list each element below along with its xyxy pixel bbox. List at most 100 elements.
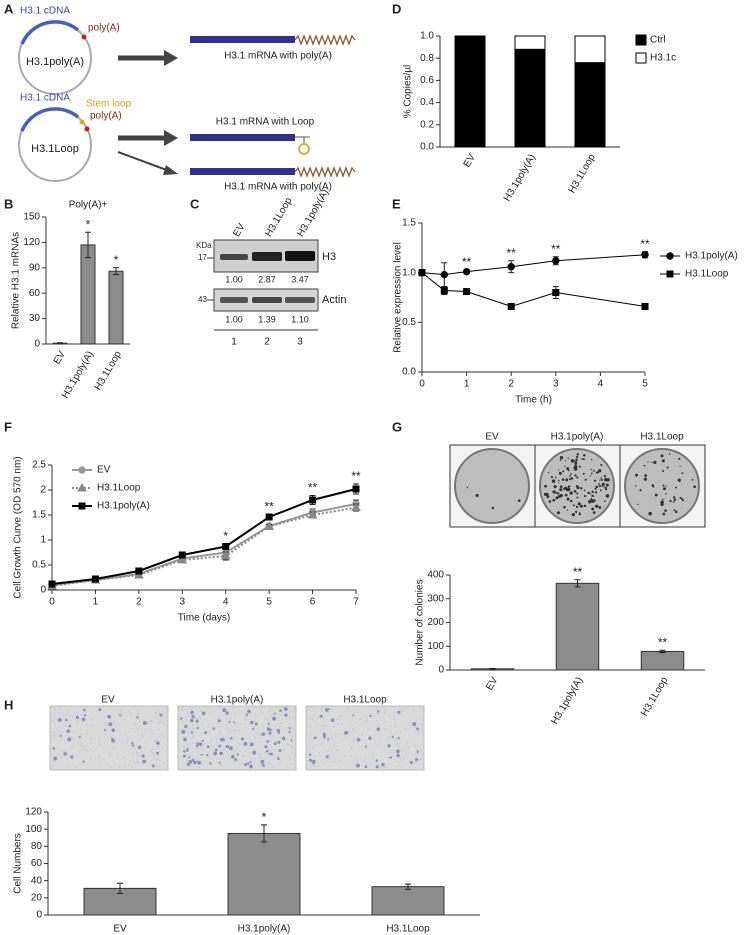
pore — [364, 720, 366, 723]
colony — [660, 454, 664, 458]
pore — [383, 766, 386, 768]
pore — [289, 744, 292, 746]
pore — [402, 757, 405, 760]
y-tick-label: 2 — [40, 485, 46, 496]
marker — [264, 521, 275, 530]
pore — [56, 747, 59, 749]
pore — [154, 711, 157, 713]
cell — [364, 745, 368, 748]
pore — [260, 708, 263, 710]
colony — [677, 478, 681, 482]
marker — [48, 580, 56, 588]
pore — [135, 751, 138, 754]
cell — [281, 736, 286, 741]
cell — [214, 748, 218, 752]
pore — [226, 714, 229, 717]
pore — [118, 766, 121, 769]
colony — [559, 455, 564, 460]
pore — [235, 723, 238, 725]
pore — [385, 729, 387, 732]
line — [421, 254, 646, 276]
marker — [463, 288, 471, 296]
cell — [249, 764, 253, 769]
cell — [364, 765, 368, 769]
pore — [328, 746, 330, 748]
cell — [324, 708, 329, 712]
pore — [53, 754, 55, 757]
cell — [52, 747, 56, 750]
colony — [575, 505, 579, 509]
pore — [354, 756, 357, 759]
lane-label: 3 — [297, 337, 303, 348]
colony — [575, 458, 578, 461]
pore — [62, 751, 64, 753]
cell — [279, 709, 282, 712]
pore — [75, 755, 77, 757]
pore — [339, 732, 341, 735]
pore — [72, 737, 74, 740]
colony — [563, 505, 566, 509]
marker — [307, 509, 318, 519]
y-tick-label: 40 — [31, 875, 43, 886]
panel-label: C — [190, 196, 200, 211]
colony — [604, 478, 608, 482]
colony — [571, 513, 575, 517]
colony — [648, 511, 652, 516]
colony — [661, 498, 664, 501]
colony — [558, 482, 560, 484]
pore — [117, 753, 119, 755]
colony — [576, 453, 579, 456]
colony — [599, 489, 602, 492]
chart: 0.0 0.2 0.4 0.6 0.8 1.0 % Copies/µl EV H3.1poly(… — [403, 31, 676, 204]
cell — [265, 749, 269, 753]
cell — [191, 758, 195, 762]
colony — [653, 460, 657, 464]
pore — [267, 731, 269, 734]
x-tick-label: 3 — [553, 379, 559, 390]
cell — [277, 757, 280, 760]
pore — [347, 708, 349, 711]
error-bar — [113, 267, 119, 276]
pore — [142, 735, 145, 737]
pore — [157, 758, 160, 760]
y-tick-label: 100 — [427, 641, 444, 652]
chart: 0.0 0.5 1.0 1.5 Relative expression level Tim… — [393, 218, 738, 406]
pore — [91, 724, 93, 727]
pore — [138, 755, 140, 757]
pore — [209, 723, 211, 725]
colony — [583, 504, 587, 508]
pore — [291, 738, 293, 740]
significance: * — [262, 810, 267, 824]
pore — [109, 707, 111, 710]
quant: 3.47 — [291, 274, 309, 284]
pore — [110, 753, 112, 755]
marker — [440, 270, 448, 279]
colony — [598, 483, 600, 485]
marker — [91, 575, 99, 583]
pore — [122, 757, 125, 759]
pore — [113, 747, 115, 750]
colony — [672, 501, 675, 503]
cell — [387, 744, 391, 748]
pore — [83, 747, 85, 749]
pore — [147, 755, 150, 758]
pore — [232, 729, 235, 731]
pore — [234, 724, 237, 726]
cell — [391, 735, 394, 738]
marker — [135, 567, 143, 575]
cell — [252, 727, 255, 731]
y-tick-label: 90 — [29, 262, 41, 273]
pore — [401, 749, 404, 751]
cell — [376, 727, 381, 731]
pore — [53, 734, 55, 737]
marker — [552, 257, 560, 265]
colony — [558, 479, 560, 482]
pore — [151, 733, 153, 735]
colony — [598, 506, 602, 509]
colony — [575, 455, 579, 459]
pore — [157, 709, 159, 711]
pore — [144, 741, 147, 744]
bar — [371, 886, 445, 916]
pore — [220, 764, 222, 767]
